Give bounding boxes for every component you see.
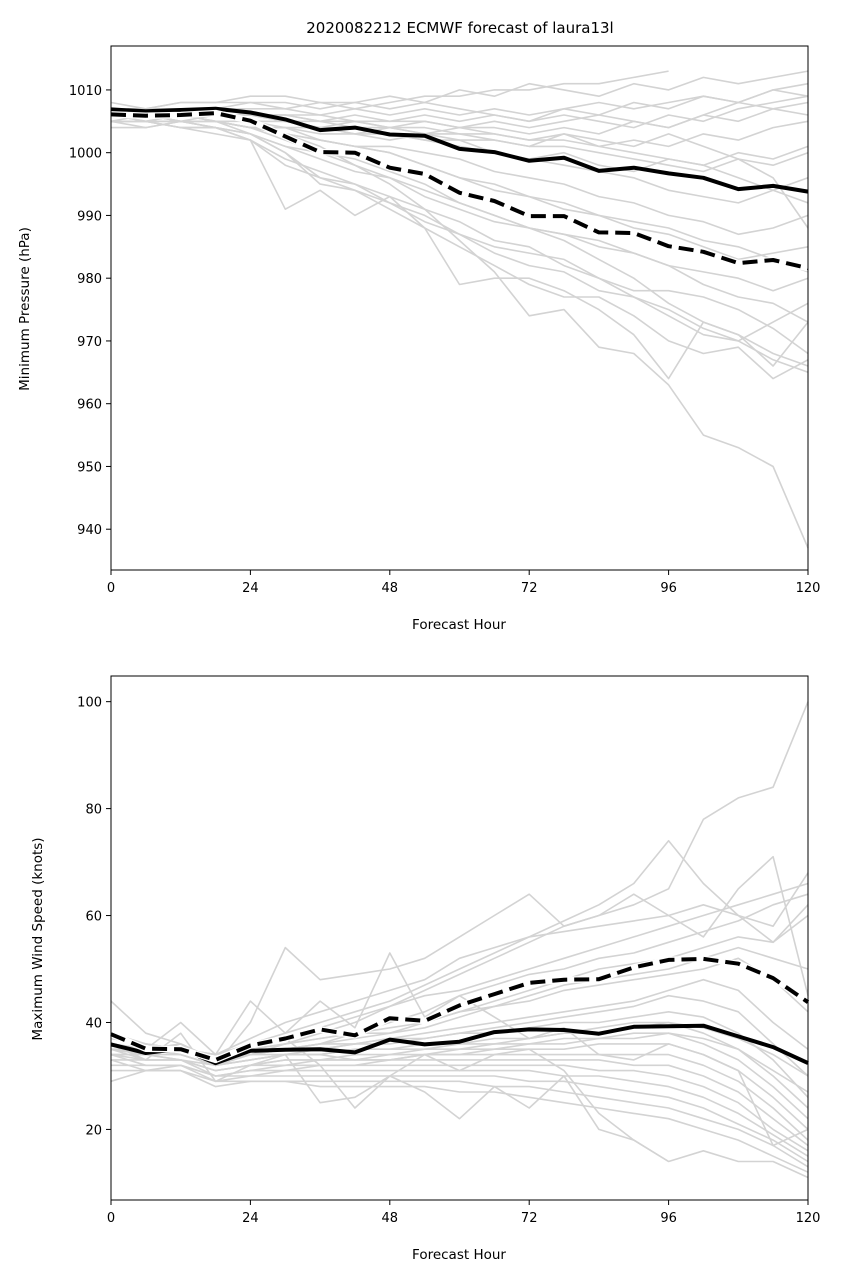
wind-ensemble-member-22 (110, 1032, 809, 1179)
chart-title: 2020082212 ECMWF forecast of laura13l (306, 19, 613, 37)
wind-ensemble-member-20 (111, 1069, 809, 1168)
pressure-y-ticks: 940 950 960 970 980 990 1000 1010 (69, 84, 111, 538)
wind-x-tick-label-72: 72 (521, 1211, 538, 1226)
wind-ensemble-member-21 (110, 1069, 809, 1173)
wind-series-dashed (110, 956, 810, 1062)
pressure-y-tick-label-1010: 1010 (69, 84, 102, 99)
pressure-ensemble-member-2 (110, 70, 809, 123)
pressure-y-tick-label-980: 980 (77, 272, 102, 287)
pressure-ensemble-member-14 (111, 120, 809, 342)
wind-series-lines (109, 955, 810, 1066)
wind-x-axis-label: Forecast Hour (412, 1247, 506, 1263)
wind-x-tick-label-24: 24 (242, 1211, 259, 1226)
pressure-x-tick-label-72: 72 (521, 581, 538, 596)
pressure-series-lines (110, 106, 809, 272)
wind-x-ticks: 0 24 48 72 96 120 (107, 1200, 821, 1226)
wind-x-tick-label-96: 96 (660, 1211, 677, 1226)
pressure-axes-frame (110, 45, 809, 571)
wind-y-tick-label-20: 20 (85, 1123, 102, 1138)
pressure-series-solid (110, 106, 809, 194)
wind-y-tick-label-60: 60 (85, 910, 102, 925)
wind-y-ticks: 20 40 60 80 100 (77, 696, 111, 1138)
wind-y-tick-label-40: 40 (85, 1016, 102, 1031)
pressure-y-tick-label-990: 990 (77, 209, 102, 224)
pressure-y-tick-label-960: 960 (77, 398, 102, 413)
wind-chart: 0 24 48 72 96 120 20 40 60 80 100 Forecast Hour M… (30, 675, 821, 1263)
wind-ensemble-member-1 (110, 839, 809, 1056)
pressure-chart: 2020082212 ECMWF forecast of laura13l 0 2… (17, 19, 820, 633)
wind-ensemble-member-3 (110, 872, 809, 1056)
pressure-y-tick-label-940: 940 (77, 523, 102, 538)
pressure-y-tick-label-970: 970 (77, 335, 102, 350)
pressure-ensemble-lines (110, 70, 809, 549)
wind-ensemble-member-19 (110, 1059, 809, 1163)
wind-y-tick-label-80: 80 (85, 803, 102, 818)
pressure-x-axis-label: Forecast Hour (412, 617, 506, 633)
wind-y-axis-label: Maximum Wind Speed (knots) (30, 837, 46, 1040)
pressure-ensemble-member-24 (110, 120, 809, 229)
pressure-x-tick-label-48: 48 (382, 581, 399, 596)
pressure-y-axis-label: Minimum Pressure (hPa) (17, 227, 33, 391)
wind-x-tick-label-120: 120 (796, 1211, 821, 1226)
pressure-ensemble-member-17 (110, 114, 809, 380)
pressure-x-tick-label-0: 0 (107, 581, 115, 596)
pressure-y-tick-label-950: 950 (77, 460, 102, 475)
wind-ensemble-member-26 (110, 1032, 809, 1093)
wind-ensemble-member-24 (110, 952, 809, 1147)
wind-axes-frame (110, 675, 809, 1201)
pressure-series-dashed (110, 111, 809, 271)
wind-x-tick-label-0: 0 (107, 1211, 115, 1226)
pressure-x-ticks: 0 24 48 72 96 120 (107, 570, 821, 596)
wind-y-tick-label-100: 100 (77, 696, 102, 711)
wind-ensemble-member-17 (110, 1053, 809, 1152)
pressure-x-tick-label-96: 96 (660, 581, 677, 596)
pressure-x-tick-label-24: 24 (242, 581, 259, 596)
pressure-y-tick-label-1000: 1000 (69, 147, 102, 162)
pressure-x-tick-label-120: 120 (796, 581, 821, 596)
wind-ensemble-member-11 (110, 1011, 809, 1098)
pressure-ensemble-member-19 (110, 108, 809, 261)
pressure-ensemble-member-18 (111, 114, 809, 292)
wind-series-solid (110, 1023, 809, 1066)
wind-x-tick-label-48: 48 (382, 1211, 399, 1226)
pressure-ensemble-member-16 (111, 120, 809, 380)
